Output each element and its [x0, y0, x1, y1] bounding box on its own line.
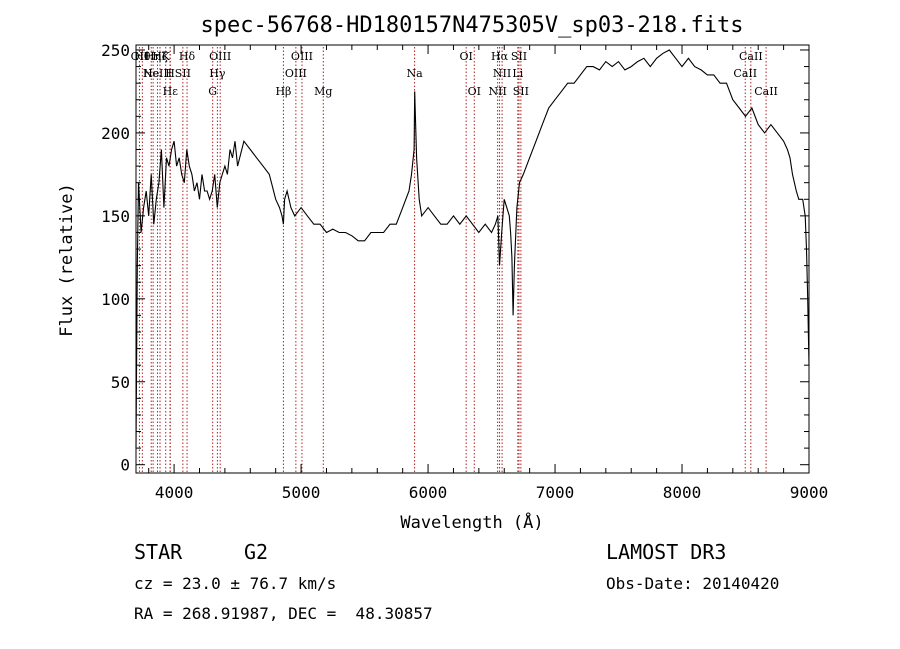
line-label: Li	[512, 67, 523, 80]
line-label: SII	[175, 67, 191, 80]
coordinates: RA = 268.91987, DEC = 48.30857	[134, 604, 433, 623]
line-label: Hη	[145, 50, 161, 63]
line-label: G	[208, 85, 217, 98]
line-label: CaII	[733, 67, 757, 80]
line-label: Hβ	[275, 85, 291, 98]
y-tick-label: 50	[111, 373, 130, 392]
line-label: Hθ	[134, 50, 151, 63]
emission-line-markers	[138, 47, 767, 473]
plot-frame	[135, 44, 810, 474]
y-tick-label: 150	[101, 207, 130, 226]
line-label: SII	[511, 50, 527, 63]
line-label: Hζ	[152, 50, 168, 63]
y-tick-label: 250	[101, 41, 130, 60]
line-label: Na	[407, 67, 424, 80]
line-label: He	[143, 67, 159, 80]
x-tick-label: 5000	[282, 483, 321, 502]
line-label: OIII	[291, 50, 313, 63]
line-label: K	[162, 50, 171, 63]
y-tick-label: 0	[120, 456, 130, 475]
line-label: H	[165, 67, 175, 80]
line-label: NII	[493, 67, 511, 80]
line-label: CaII	[754, 85, 778, 98]
line-label: SII	[513, 85, 529, 98]
x-tick-label: 9000	[790, 483, 829, 502]
y-tick-label: 200	[101, 124, 130, 143]
line-label: NII	[488, 85, 506, 98]
x-tick-label: 6000	[409, 483, 448, 502]
survey-name: LAMOST DR3	[606, 540, 727, 564]
object-class: STAR	[134, 540, 183, 564]
line-label: OIII	[285, 67, 307, 80]
y-axis-ticks: 0 50 100 150 200 250	[101, 41, 809, 475]
y-tick-label: 100	[101, 290, 130, 309]
x-axis-label: Wavelength (Å)	[400, 511, 543, 533]
redshift-velocity: cz = 23.0 ± 76.7 km/s	[134, 574, 337, 593]
observation-date: Obs-Date: 20140420	[606, 574, 780, 593]
line-label: Hε	[163, 85, 179, 98]
line-label: Hα	[491, 50, 509, 63]
spectrum-line	[135, 49, 810, 449]
line-label: CaII	[739, 50, 763, 63]
line-label: NeIII	[143, 67, 172, 80]
x-tick-label: 8000	[663, 483, 702, 502]
line-label: Hγ	[209, 67, 226, 80]
line-label: OIII	[209, 50, 231, 63]
line-label: OI	[468, 85, 481, 98]
line-label: OI	[459, 50, 472, 63]
line-label: Hδ	[179, 50, 196, 63]
spectral-subclass: G2	[244, 540, 269, 564]
x-tick-label: 7000	[536, 483, 575, 502]
y-axis-label: Flux (relative)	[57, 183, 77, 337]
x-axis-ticks: 4000 5000 6000 7000 8000 9000	[148, 45, 829, 502]
line-label: Mg	[314, 85, 332, 98]
x-tick-label: 4000	[155, 483, 194, 502]
line-label: OII	[131, 50, 149, 63]
chart-title: spec-56768-HD180157N475305V_sp03-218.fit…	[200, 13, 743, 38]
